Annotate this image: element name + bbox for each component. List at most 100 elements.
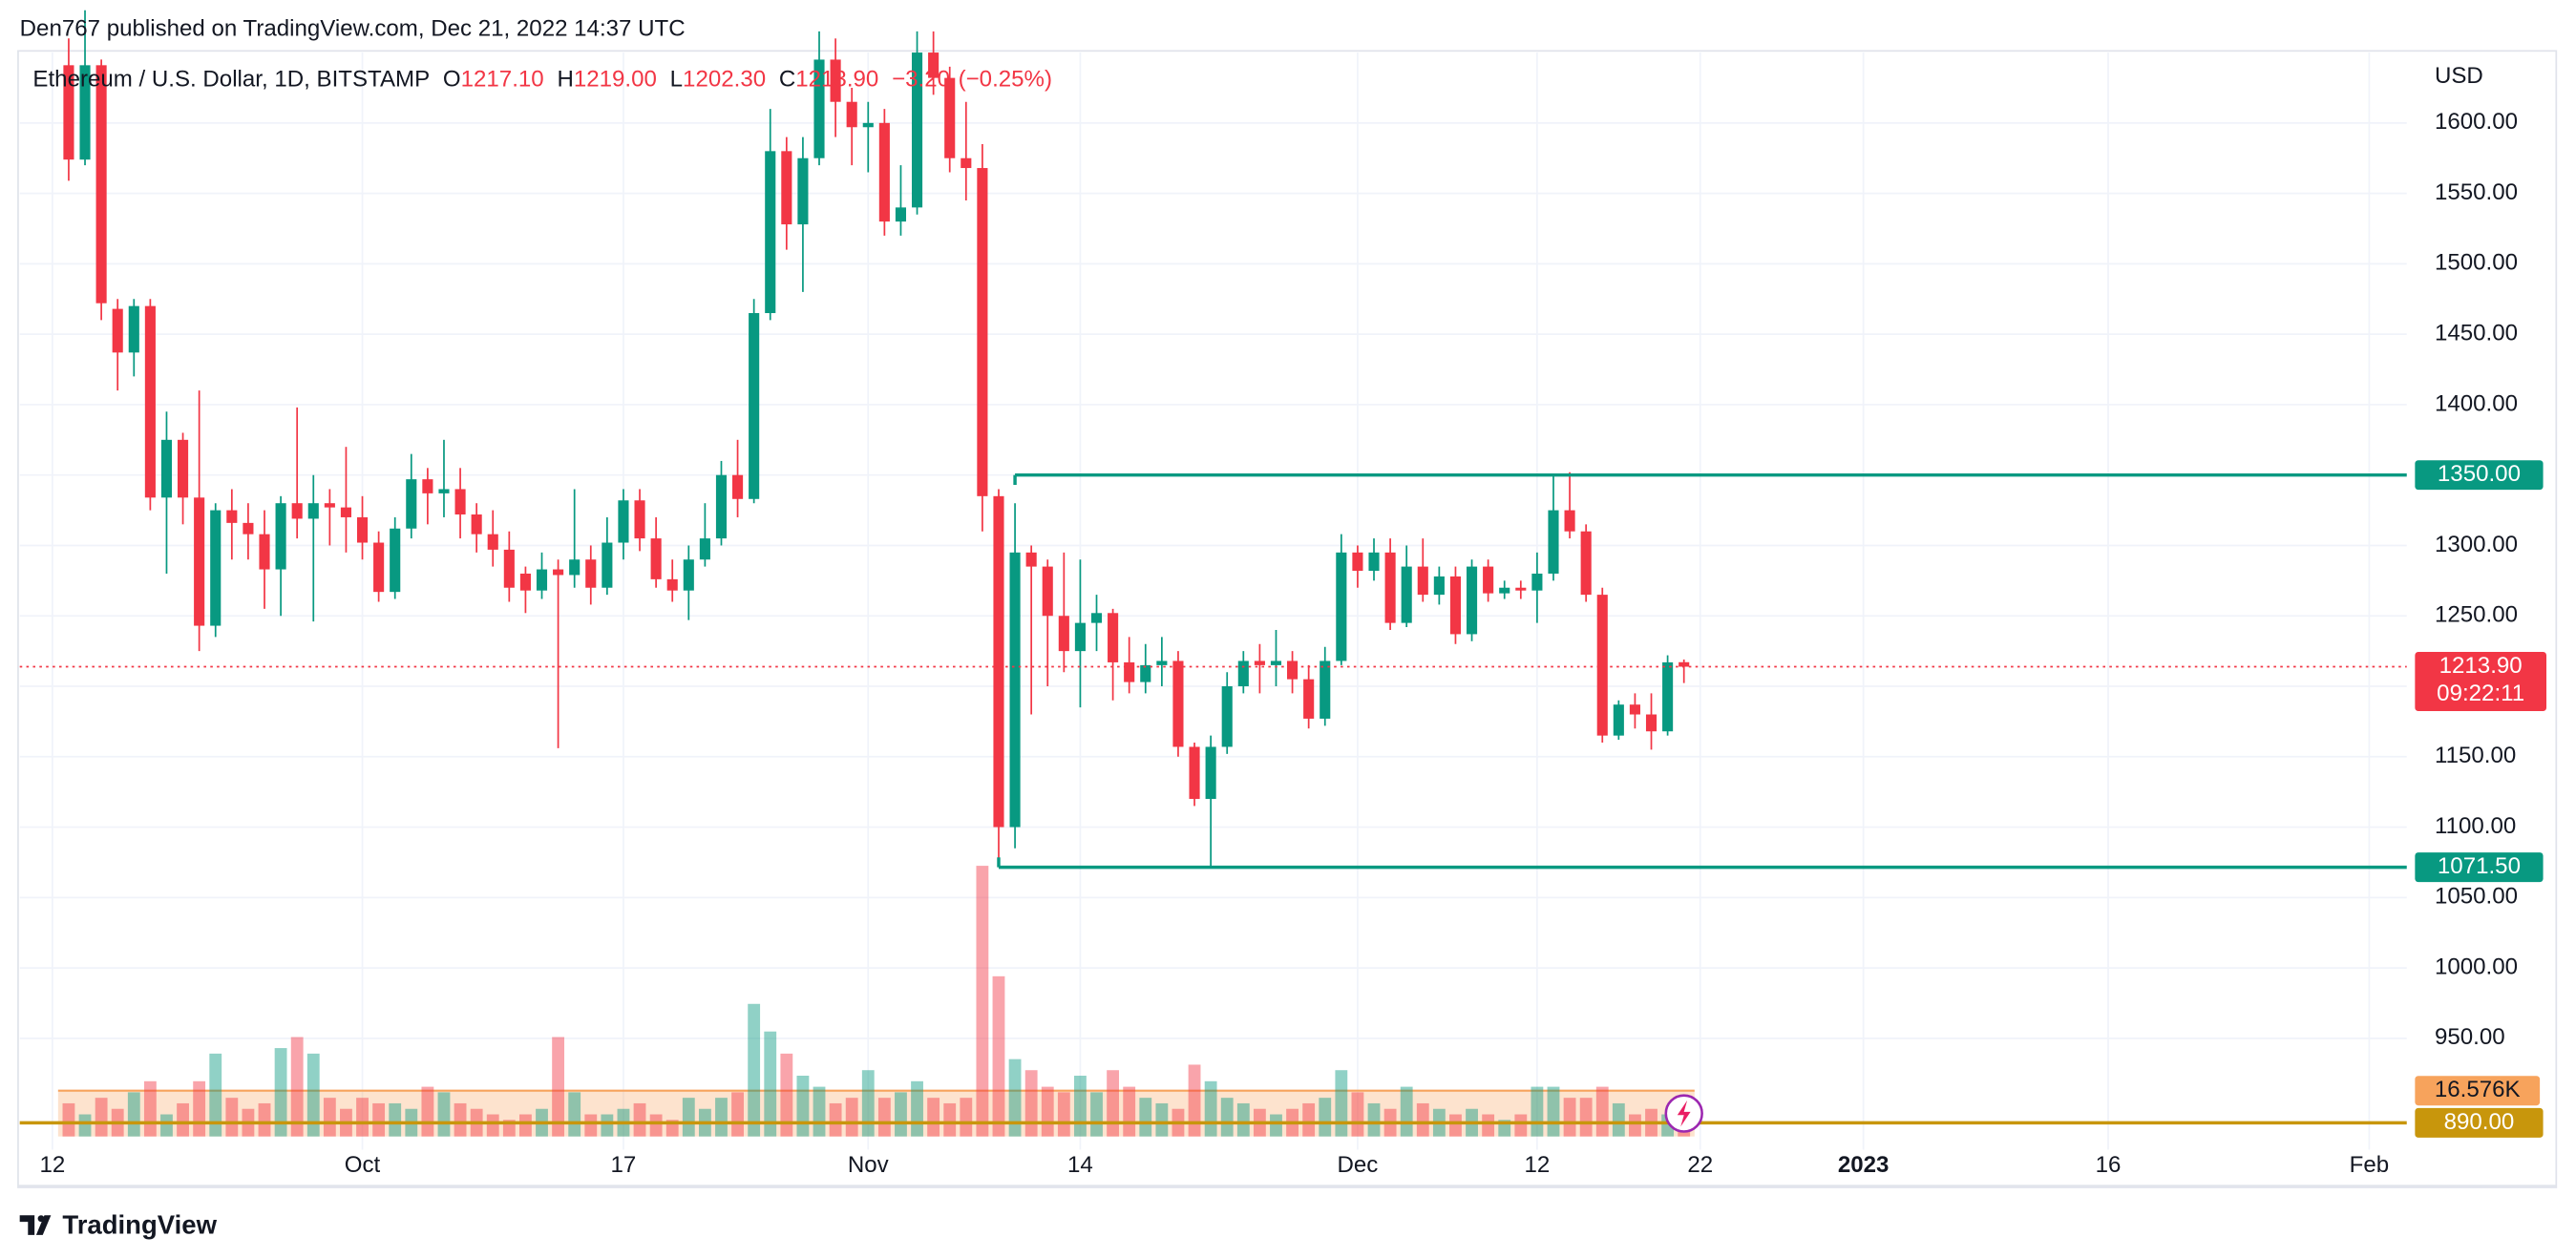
volume-bar (1678, 1130, 1691, 1137)
volume-bar (519, 1114, 532, 1137)
volume-bar (796, 1076, 810, 1137)
candle-body (928, 52, 940, 78)
candle-body (1368, 552, 1380, 572)
legend-key: C (779, 67, 795, 93)
candle-body (1172, 660, 1184, 747)
candle-body (1254, 660, 1265, 665)
candle-body (1320, 660, 1331, 719)
volume-bar (274, 1048, 287, 1137)
volume-bar (1335, 1070, 1348, 1137)
volume-bar (143, 1080, 157, 1137)
candle-body (650, 538, 662, 579)
candle-body (1303, 679, 1315, 719)
level-label: 890.00 (2444, 1109, 2515, 1135)
volume-bar (715, 1098, 728, 1137)
plot (19, 10, 2407, 1133)
x-tick-label: 12 (39, 1152, 65, 1178)
volume-bar (1220, 1098, 1234, 1137)
volume-bar (731, 1092, 744, 1137)
volume-bar (454, 1102, 467, 1137)
x-tick-label: Dec (1338, 1152, 1379, 1178)
candle-body (699, 538, 710, 560)
volume-bar (927, 1098, 940, 1137)
volume-bar (95, 1098, 108, 1137)
candle-body (1433, 576, 1445, 596)
volume-bar (421, 1086, 434, 1137)
x-tick-label: 2023 (1838, 1152, 1890, 1178)
candle-body (1352, 552, 1363, 572)
volume-bar (992, 975, 1005, 1137)
volume-bar (1024, 1070, 1038, 1137)
candle-body (1384, 552, 1396, 623)
volume-bar (976, 866, 989, 1137)
candle-body (1009, 552, 1021, 828)
volume-bar (486, 1114, 499, 1137)
volume-bar (177, 1102, 189, 1137)
candle-body (895, 207, 907, 222)
candle-body (406, 479, 417, 529)
legend: Ethereum / U.S. Dollar, 1D, BITSTAMP O121… (32, 67, 1052, 93)
candle-body (618, 500, 629, 543)
volume-bar (1074, 1076, 1087, 1137)
publisher: Den767 published on TradingView.com, Dec… (20, 15, 686, 41)
candle-body (1058, 616, 1069, 652)
candle-body (569, 559, 581, 576)
volume-bar (1270, 1114, 1282, 1137)
y-tick-label: 1500.00 (2435, 250, 2518, 276)
candle-body (390, 528, 401, 593)
candle-body (797, 157, 809, 225)
volume-bar (1514, 1114, 1528, 1137)
candle-body (944, 77, 956, 158)
candle-body (503, 549, 515, 588)
candle-body (602, 542, 613, 588)
volume-bar (633, 1102, 646, 1137)
volume-bar (389, 1102, 402, 1137)
volume-bar (861, 1070, 875, 1137)
volume-bar (748, 1003, 761, 1137)
candle-body (1629, 704, 1640, 715)
candle-body (63, 65, 74, 160)
candle-body (1189, 746, 1200, 800)
volume-bar (193, 1080, 206, 1137)
volume-bar (78, 1114, 92, 1137)
candle-body (178, 439, 189, 498)
candle-body (454, 489, 466, 515)
candle-body (487, 534, 498, 550)
volume-bar (1351, 1092, 1364, 1137)
legend-change-pct: (−0.25%) (959, 67, 1052, 93)
candle-body (1124, 661, 1135, 682)
volume-bar (62, 1102, 75, 1137)
legend-value: 1219.00 (574, 67, 657, 93)
candle-body (715, 474, 728, 539)
candle-body (993, 495, 1004, 828)
volume-bar (1057, 1092, 1070, 1137)
brand: TradingView (62, 1210, 217, 1240)
volume-bar (764, 1031, 777, 1137)
event-bolt (1677, 1100, 1691, 1127)
candle-body (1596, 595, 1608, 736)
candle-body (291, 503, 303, 519)
legend-change: −3.20 (892, 67, 950, 93)
x-tick-label: 17 (611, 1152, 637, 1178)
candle-body (324, 503, 335, 508)
candle-body (1449, 576, 1462, 635)
candle-body (1564, 510, 1575, 532)
candle-body (1156, 660, 1168, 665)
candle-body (1401, 566, 1412, 623)
level-label: 1350.00 (2438, 461, 2521, 487)
volume-bar (584, 1114, 598, 1137)
volume-bar (1595, 1086, 1609, 1137)
candle-body (1499, 587, 1510, 594)
candle-body (1140, 664, 1151, 682)
volume-bar (1008, 1059, 1022, 1137)
y-tick-label: 1150.00 (2435, 743, 2516, 768)
volume-bar (290, 1037, 304, 1137)
candle-body (1237, 660, 1249, 687)
candle-body (226, 510, 238, 523)
candle-body (128, 305, 139, 353)
candle-body (1090, 613, 1103, 623)
y-tick-label: 1300.00 (2435, 532, 2518, 557)
candle-body (749, 313, 760, 499)
level-label-box (2415, 1107, 2544, 1138)
candle-body (1613, 704, 1624, 736)
